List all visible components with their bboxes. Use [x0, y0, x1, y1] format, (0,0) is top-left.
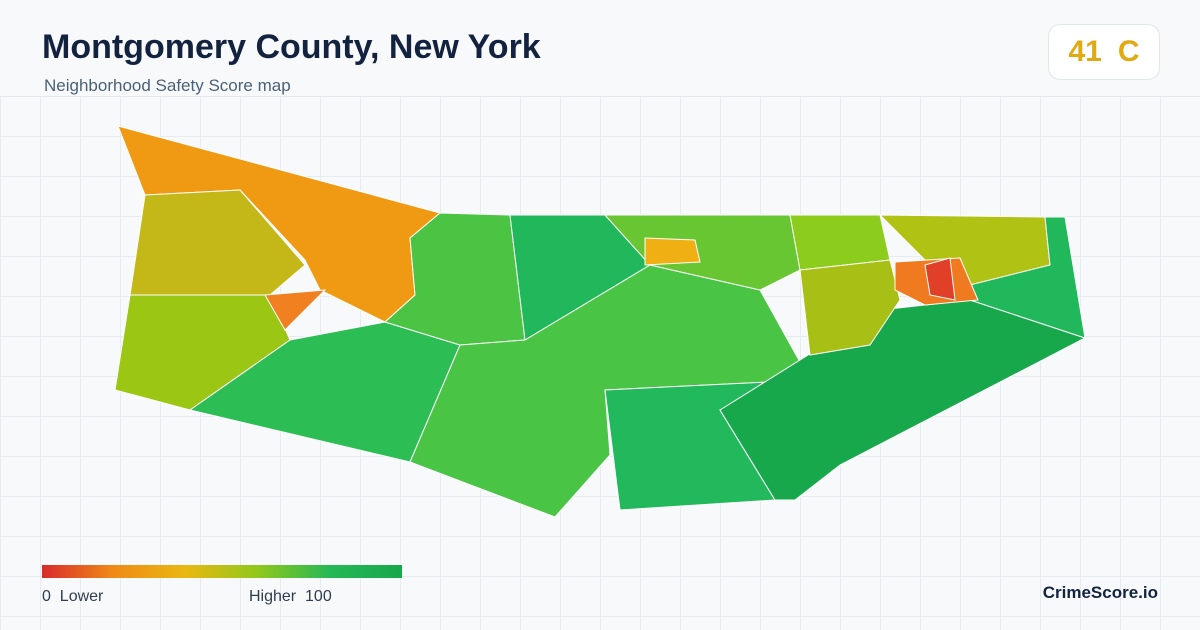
legend-max-value: 100 — [305, 588, 332, 605]
legend-max-label: Higher — [249, 588, 297, 605]
legend-gradient — [42, 565, 402, 578]
region — [264, 289, 327, 331]
region — [644, 237, 701, 266]
legend-min-value: 0 — [42, 588, 51, 605]
title: Montgomery County, New York — [42, 28, 541, 66]
region — [799, 259, 901, 356]
header: Montgomery County, New York Neighborhood… — [0, 0, 1200, 97]
legend-max: Higher 100 — [249, 588, 332, 606]
region — [129, 189, 306, 296]
score-grade: C — [1117, 35, 1140, 68]
score-value: 41 — [1068, 35, 1102, 68]
region — [603, 214, 801, 291]
subtitle: Neighborhood Safety Score map — [44, 76, 291, 95]
score-badge: 41 C — [1048, 24, 1160, 80]
region — [924, 257, 956, 301]
legend-min: 0 Lower — [42, 588, 103, 606]
brand: CrimeScore.io — [1042, 583, 1158, 602]
legend-min-label: Lower — [59, 588, 104, 605]
